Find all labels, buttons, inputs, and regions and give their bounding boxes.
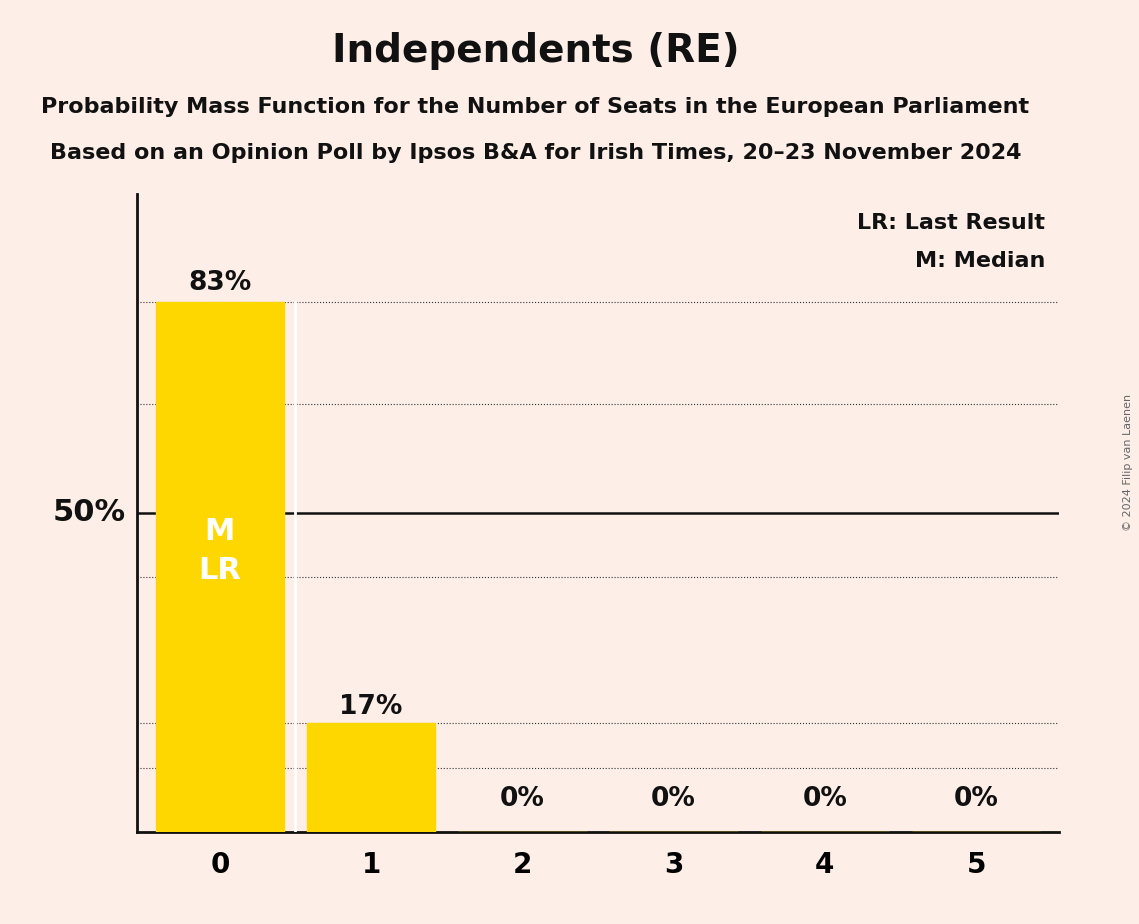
Text: 0%: 0% <box>652 786 696 812</box>
Text: M
LR: M LR <box>198 517 241 585</box>
Text: 17%: 17% <box>339 694 403 720</box>
Text: LR: Last Result: LR: Last Result <box>858 213 1046 233</box>
Text: 0%: 0% <box>953 786 999 812</box>
Text: © 2024 Filip van Laenen: © 2024 Filip van Laenen <box>1123 394 1133 530</box>
Text: Based on an Opinion Poll by Ipsos B&A for Irish Times, 20–23 November 2024: Based on an Opinion Poll by Ipsos B&A fo… <box>50 143 1021 164</box>
Bar <box>156 302 284 832</box>
Text: 50%: 50% <box>54 498 126 528</box>
Text: Independents (RE): Independents (RE) <box>331 32 739 70</box>
Text: 0%: 0% <box>802 786 847 812</box>
Text: 83%: 83% <box>188 270 252 296</box>
Text: Probability Mass Function for the Number of Seats in the European Parliament: Probability Mass Function for the Number… <box>41 97 1030 117</box>
Bar <box>306 723 435 832</box>
Text: 0%: 0% <box>500 786 544 812</box>
Text: M: Median: M: Median <box>915 251 1046 272</box>
